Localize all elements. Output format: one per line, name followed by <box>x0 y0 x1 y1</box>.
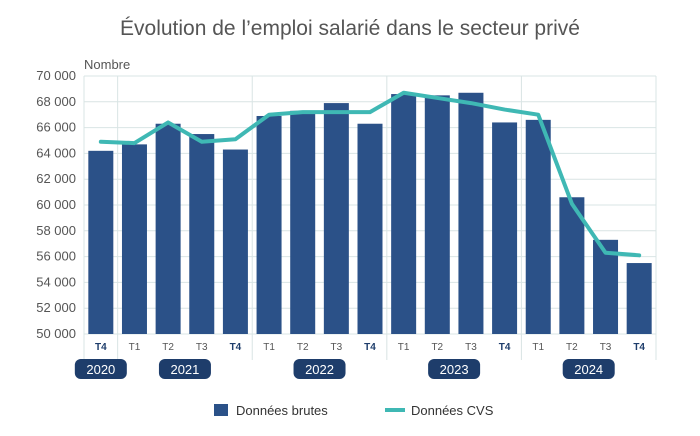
y-axis-label: Nombre <box>84 57 130 72</box>
year-label: 2024 <box>574 362 603 377</box>
bar <box>121 144 147 334</box>
legend-label-bars: Données brutes <box>236 403 328 418</box>
y-tick-label: 50 000 <box>36 326 76 341</box>
year-badge <box>74 359 127 379</box>
x-tick-label: T4 <box>633 342 645 353</box>
year-label: 2020 <box>86 362 115 377</box>
x-axis-quarter-labels: T4 T1 T2 T3 T4 T1 T2 T3 T4 T1 T2 T3 T4 T1 T2 T3 T4 <box>95 342 645 353</box>
line-series <box>98 90 642 258</box>
y-tick-label: 58 000 <box>36 223 76 238</box>
year-label: 2023 <box>440 362 469 377</box>
y-tick-label: 70 000 <box>36 68 76 83</box>
x-tick-label: T2 <box>162 342 174 353</box>
bar-series <box>88 92 652 335</box>
y-tick-label: 64 000 <box>36 145 76 160</box>
cvs-line <box>98 90 642 258</box>
x-tick-label: T4 <box>499 342 511 353</box>
y-tick-label: 62 000 <box>36 171 76 186</box>
x-tick-label: T2 <box>297 342 309 353</box>
bar <box>222 149 248 334</box>
year-badge <box>158 359 211 379</box>
x-tick-label: T1 <box>263 342 275 353</box>
bar <box>593 239 619 334</box>
year-badge <box>428 359 481 379</box>
chart-title: Évolution de l’emploi salarié dans le se… <box>120 17 580 40</box>
bar <box>323 103 349 334</box>
x-tick-label: T1 <box>398 342 410 353</box>
x-tick-label: T3 <box>600 342 612 353</box>
year-badge <box>293 359 346 379</box>
x-tick-label: T2 <box>566 342 578 353</box>
bar <box>458 92 484 335</box>
x-tick-label: T3 <box>331 342 343 353</box>
y-tick-label: 68 000 <box>36 94 76 109</box>
bar <box>88 150 114 334</box>
year-badge <box>562 359 615 379</box>
bar <box>189 134 215 334</box>
legend-label-line: Données CVS <box>411 403 494 418</box>
y-tick-label: 56 000 <box>36 249 76 264</box>
year-label: 2022 <box>305 362 334 377</box>
legend-swatch-bars <box>214 404 228 416</box>
x-tick-label: T4 <box>230 342 242 353</box>
x-tick-label: T4 <box>364 342 376 353</box>
legend: Données brutes Données CVS <box>214 403 494 418</box>
x-tick-label: T3 <box>196 342 208 353</box>
bar <box>559 197 585 334</box>
bar <box>357 123 383 334</box>
y-tick-label: 54 000 <box>36 274 76 289</box>
y-tick-label: 52 000 <box>36 300 76 315</box>
bar <box>626 263 652 334</box>
x-tick-label: T2 <box>431 342 443 353</box>
year-label: 2021 <box>170 362 199 377</box>
x-axis-year-badges: 2020 2021 2022 2023 2024 <box>74 359 615 379</box>
y-tick-label: 60 000 <box>36 197 76 212</box>
bar <box>391 94 417 334</box>
y-axis-ticks: 50 000 52 000 54 000 56 000 58 000 60 000 62 0… <box>36 68 76 341</box>
bar <box>525 119 551 334</box>
bar <box>424 95 450 334</box>
x-tick-label: T1 <box>129 342 141 353</box>
bar <box>290 110 316 334</box>
bar <box>256 115 282 335</box>
x-tick-label: T3 <box>465 342 477 353</box>
x-tick-label: T4 <box>95 342 107 353</box>
x-tick-label: T1 <box>532 342 544 353</box>
bar <box>155 123 181 334</box>
y-tick-label: 66 000 <box>36 120 76 135</box>
bar <box>492 122 518 334</box>
